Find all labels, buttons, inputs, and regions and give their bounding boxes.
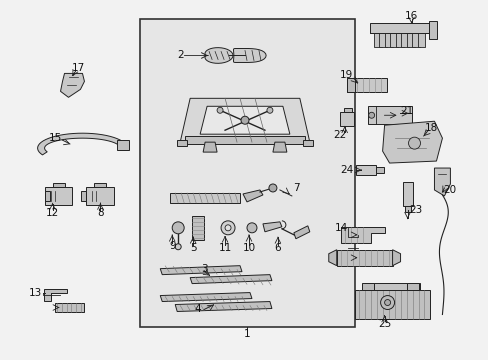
Circle shape: [268, 184, 276, 192]
Circle shape: [217, 107, 223, 113]
Polygon shape: [204, 48, 233, 63]
Bar: [369, 23, 428, 32]
Polygon shape: [233, 49, 265, 63]
Text: 16: 16: [404, 11, 417, 21]
Polygon shape: [177, 140, 187, 146]
Bar: [346, 78, 354, 92]
Bar: [86, 187, 114, 205]
Bar: [140, 19, 354, 328]
Text: 24: 24: [339, 165, 353, 175]
Polygon shape: [406, 283, 418, 289]
Text: 6: 6: [274, 243, 281, 253]
Bar: [185, 136, 304, 144]
Circle shape: [224, 225, 230, 231]
Polygon shape: [61, 73, 84, 97]
Bar: [395, 32, 403, 46]
Polygon shape: [175, 302, 271, 311]
Polygon shape: [272, 142, 286, 152]
Bar: [389, 32, 397, 46]
Bar: [170, 193, 240, 203]
Bar: [354, 289, 429, 319]
Bar: [384, 32, 392, 46]
Circle shape: [266, 107, 272, 113]
Text: 5: 5: [189, 243, 196, 253]
Polygon shape: [293, 226, 309, 239]
Circle shape: [380, 296, 394, 310]
Text: 7: 7: [293, 183, 300, 193]
Text: 11: 11: [218, 243, 231, 253]
Text: 25: 25: [377, 319, 390, 329]
Bar: [346, 78, 386, 92]
Bar: [367, 106, 411, 124]
Bar: [55, 302, 84, 312]
Text: 14: 14: [334, 223, 347, 233]
Polygon shape: [38, 133, 122, 155]
Polygon shape: [203, 142, 217, 152]
Polygon shape: [328, 250, 336, 266]
Circle shape: [384, 300, 390, 306]
Polygon shape: [340, 227, 384, 243]
Bar: [117, 140, 129, 150]
Circle shape: [368, 112, 374, 118]
Polygon shape: [200, 106, 289, 134]
Bar: [355, 165, 375, 175]
Polygon shape: [302, 140, 312, 146]
Text: 4: 4: [194, 305, 201, 315]
Text: 2: 2: [177, 50, 183, 60]
Bar: [336, 250, 392, 266]
Text: 17: 17: [72, 63, 85, 73]
Polygon shape: [428, 21, 437, 39]
Text: 21: 21: [399, 106, 412, 116]
Text: 8: 8: [97, 208, 103, 218]
Bar: [44, 191, 49, 201]
Bar: [343, 108, 351, 112]
Text: 12: 12: [46, 208, 59, 218]
Polygon shape: [190, 275, 271, 284]
Text: 20: 20: [442, 185, 455, 195]
Bar: [375, 167, 383, 173]
Bar: [400, 32, 408, 46]
Text: 22: 22: [332, 130, 346, 140]
Bar: [364, 283, 420, 289]
Bar: [339, 112, 353, 126]
Polygon shape: [160, 266, 242, 275]
Polygon shape: [382, 121, 442, 163]
Bar: [411, 32, 419, 46]
Text: 13: 13: [29, 288, 42, 298]
Polygon shape: [243, 190, 263, 202]
Bar: [406, 32, 414, 46]
Polygon shape: [180, 98, 309, 142]
Bar: [378, 32, 386, 46]
Bar: [52, 183, 64, 187]
Bar: [373, 32, 381, 46]
Text: 1: 1: [243, 329, 250, 339]
Text: 23: 23: [408, 205, 421, 215]
Bar: [192, 216, 203, 240]
Text: 15: 15: [49, 133, 62, 143]
Polygon shape: [361, 283, 373, 289]
Polygon shape: [433, 168, 449, 196]
Bar: [44, 187, 72, 205]
Polygon shape: [160, 293, 251, 302]
Polygon shape: [263, 222, 281, 232]
Polygon shape: [43, 289, 66, 301]
Polygon shape: [392, 250, 400, 266]
Bar: [402, 182, 412, 206]
Circle shape: [241, 116, 248, 124]
Circle shape: [172, 222, 184, 234]
Circle shape: [407, 137, 420, 149]
Circle shape: [221, 221, 235, 235]
Bar: [81, 191, 86, 201]
Text: 3: 3: [201, 264, 207, 274]
Text: 18: 18: [424, 123, 437, 133]
Bar: [94, 183, 106, 187]
Bar: [404, 206, 410, 212]
Text: 9: 9: [168, 241, 175, 251]
Bar: [417, 32, 425, 46]
Circle shape: [175, 244, 181, 250]
Circle shape: [246, 223, 256, 233]
Text: 10: 10: [242, 243, 255, 253]
Text: 19: 19: [339, 71, 353, 80]
